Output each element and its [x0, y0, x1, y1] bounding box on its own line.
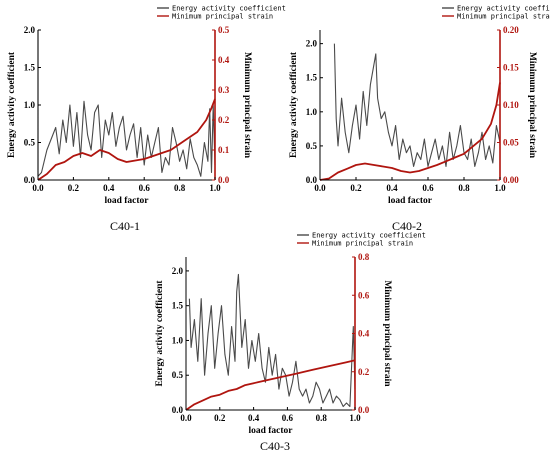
y2-axis-title: Minimum principal strain	[382, 280, 392, 387]
y2-tick-label: 0.4	[358, 329, 370, 339]
energy-series-line	[333, 43, 501, 167]
x-tick-label: 0.8	[458, 183, 470, 193]
x-tick-label: 0.0	[32, 183, 44, 193]
strain-series-line	[37, 98, 216, 181]
y-tick-label: 2.0	[172, 266, 184, 276]
y2-tick-label: 0.10	[503, 100, 519, 110]
y2-tick-label: 0.4	[218, 55, 230, 65]
chart-panel-2: 0.0 0.2 0.4 0.6 0.8 1.0 0.0 0.5 1.0 1.5 2.0 0.00 0.0…	[289, 5, 550, 207]
y-tick-label: 0.5	[24, 138, 36, 148]
x-tick-label: 0.2	[214, 413, 226, 423]
x-tick-label: 0.2	[350, 183, 362, 193]
y2-tick-label: 0.2	[358, 367, 370, 377]
y2-tick-label: 0.05	[503, 138, 519, 148]
y-axis-title: Energy activity coefficient	[289, 51, 299, 158]
legend-label: Energy activity coefficient	[172, 5, 286, 13]
x-tick-label: 0.4	[248, 413, 260, 423]
y2-tick-label: 0.2	[218, 115, 230, 125]
y2-tick-label: 0.00	[503, 175, 519, 185]
x-tick-label: 0.0	[180, 413, 192, 423]
y-axis-title: Energy activity coefficient	[155, 280, 165, 387]
energy-series-line	[188, 273, 356, 408]
y-tick-label: 0.0	[24, 175, 36, 185]
y-tick-label: 0.0	[306, 175, 318, 185]
x-tick-label: 0.8	[174, 183, 186, 193]
y2-axis-title: Minimum principal strain	[527, 52, 537, 159]
caption-c40-3: C40-3	[260, 439, 290, 453]
y2-tick-label: 0.6	[358, 290, 370, 300]
legend-label: Minimum principal strain	[172, 13, 273, 21]
y-axis-title: Energy activity coefficient	[7, 51, 17, 158]
y2-tick-label: 0.1	[218, 145, 230, 155]
y-tick-label: 1.5	[24, 63, 36, 73]
x-tick-label: 0.8	[316, 413, 328, 423]
y2-tick-label: 0.15	[503, 63, 519, 73]
y-tick-label: 1.5	[306, 73, 318, 83]
x-tick-label: 0.4	[386, 183, 398, 193]
y2-tick-label: 0.20	[503, 25, 519, 35]
strain-series-line	[185, 359, 356, 411]
legend-label: Energy activity coefficient	[312, 232, 426, 240]
y-tick-label: 0.0	[172, 405, 184, 415]
legend-label: Minimum principal strain	[312, 240, 413, 248]
x-tick-label: 0.6	[422, 183, 434, 193]
energy-series-line	[37, 30, 216, 177]
y-tick-label: 2.0	[306, 39, 318, 49]
x-tick-label: 0.2	[68, 183, 80, 193]
y2-axis-title: Minimum principal strain	[242, 52, 252, 159]
caption-c40-1: C40-1	[110, 219, 140, 233]
x-axis-title: load factor	[248, 426, 293, 436]
x-tick-label: 1.0	[349, 413, 361, 423]
y-tick-label: 1.5	[172, 301, 184, 311]
x-tick-label: 1.0	[209, 183, 221, 193]
chart-panel-1: 0.0 0.2 0.4 0.6 0.8 1.00.00.51.01.52.00.00.10…	[7, 5, 286, 207]
y2-tick-label: 0.0	[358, 405, 370, 415]
x-tick-label: 0.6	[282, 413, 294, 423]
y2-tick-label: 0.0	[218, 175, 230, 185]
caption-c40-2: C40-2	[392, 219, 422, 233]
y-tick-label: 0.5	[172, 370, 184, 380]
legend-label: Energy activity coefficient	[457, 5, 550, 13]
y2-tick-label: 0.8	[358, 252, 370, 262]
x-axis-title: load factor	[104, 196, 149, 206]
x-tick-label: 0.0	[314, 183, 326, 193]
legend-label: Minimum principal strain	[457, 13, 550, 21]
strain-series-line	[319, 82, 501, 181]
y-tick-label: 0.5	[306, 141, 318, 151]
x-tick-label: 1.0	[494, 183, 506, 193]
y-tick-label: 1.0	[306, 107, 318, 117]
x-tick-label: 0.6	[139, 183, 151, 193]
x-tick-label: 0.4	[103, 183, 115, 193]
y-tick-label: 1.0	[172, 335, 184, 345]
y-tick-label: 2.0	[24, 25, 36, 35]
x-axis-title: load factor	[388, 196, 433, 206]
y-tick-label: 1.0	[24, 100, 36, 110]
chart-panel-3: 0.0 0.2 0.4 0.6 0.8 1.00.00.51.01.52.00.00.20…	[155, 232, 426, 437]
y2-tick-label: 0.3	[218, 85, 230, 95]
y2-tick-label: 0.5	[218, 25, 230, 35]
